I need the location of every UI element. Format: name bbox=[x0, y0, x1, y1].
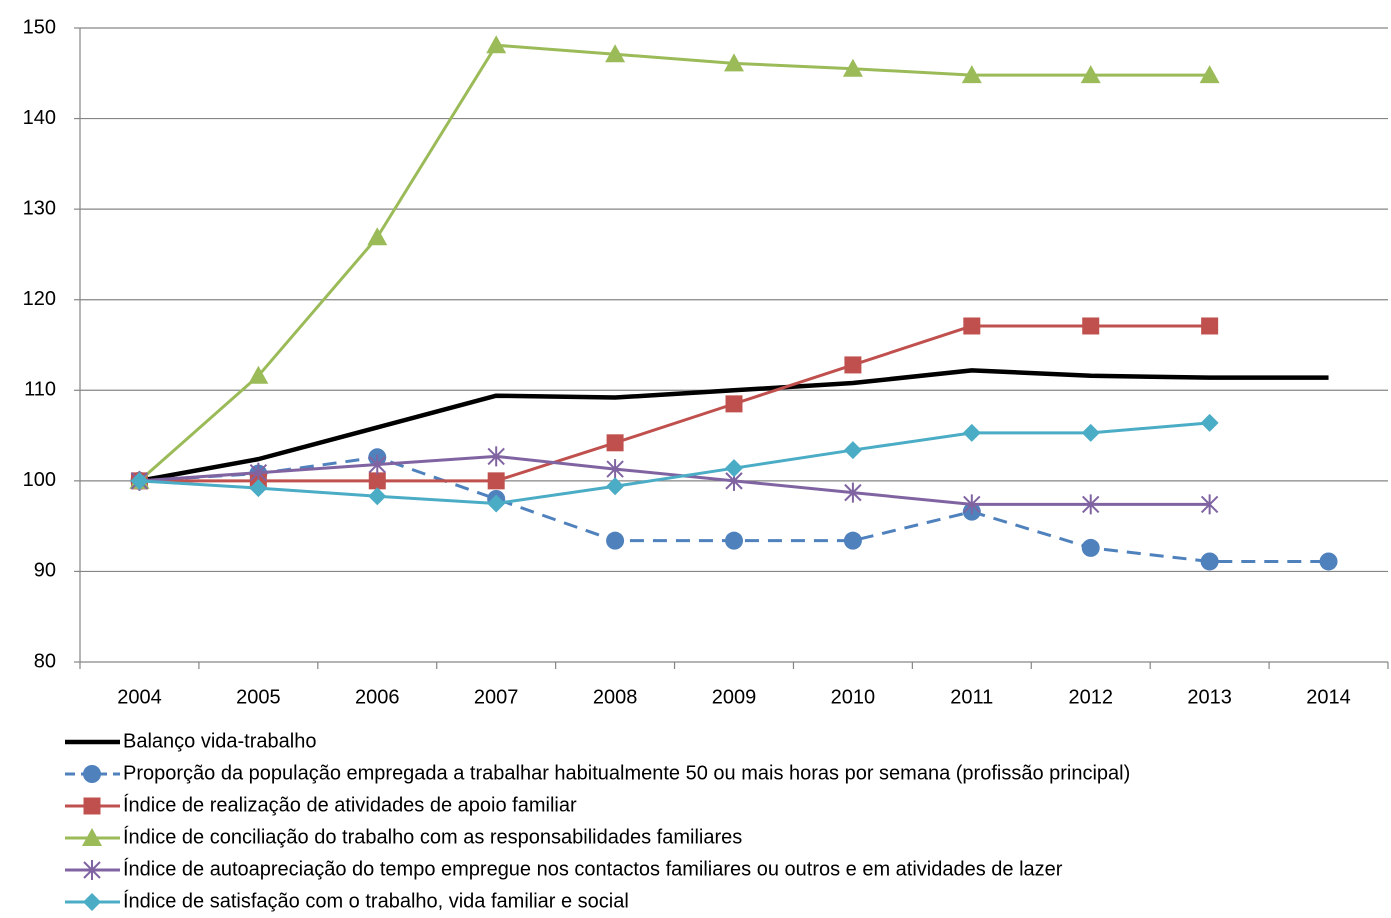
data-point bbox=[1082, 317, 1100, 335]
y-tick-label: 130 bbox=[23, 197, 56, 219]
y-tick-label: 110 bbox=[24, 379, 56, 401]
data-point bbox=[725, 531, 743, 550]
x-tick-label: 2004 bbox=[117, 686, 162, 708]
data-point bbox=[606, 531, 625, 550]
x-tick-label: 2009 bbox=[712, 686, 757, 708]
legend-marker bbox=[83, 893, 101, 911]
x-tick-label: 2008 bbox=[593, 686, 638, 708]
data-point bbox=[487, 446, 505, 467]
legend-marker bbox=[83, 765, 101, 783]
data-point bbox=[606, 434, 624, 452]
x-tick-label: 2014 bbox=[1306, 686, 1351, 708]
data-point bbox=[843, 441, 862, 460]
legend-label: Proporção da população empregada a traba… bbox=[123, 762, 1130, 784]
x-tick-label: 2006 bbox=[355, 686, 400, 708]
data-point bbox=[1200, 494, 1219, 515]
series-line bbox=[139, 368, 1329, 484]
legend-marker bbox=[83, 797, 101, 815]
data-point bbox=[961, 65, 982, 84]
data-point bbox=[1200, 413, 1219, 432]
legend-label: Índice de realização de atividades de ap… bbox=[123, 793, 577, 816]
data-point bbox=[963, 494, 981, 515]
data-point bbox=[487, 472, 505, 490]
data-point bbox=[605, 44, 626, 63]
legend-label: Balanço vida-trabalho bbox=[123, 730, 316, 752]
x-tick-label: 2012 bbox=[1068, 686, 1113, 708]
y-tick-label: 140 bbox=[23, 107, 56, 129]
data-point bbox=[724, 53, 744, 72]
legend-marker bbox=[82, 828, 102, 846]
data-point bbox=[1199, 65, 1220, 84]
y-tick-label: 150 bbox=[23, 16, 56, 38]
y-tick-label: 80 bbox=[34, 650, 56, 672]
data-point bbox=[130, 471, 149, 490]
data-point bbox=[486, 35, 507, 54]
data-point bbox=[1319, 552, 1338, 571]
data-point bbox=[1080, 65, 1101, 84]
data-point bbox=[606, 459, 624, 480]
data-point bbox=[248, 365, 269, 384]
data-point bbox=[1201, 317, 1219, 335]
x-tick-label: 2005 bbox=[236, 686, 281, 708]
data-point bbox=[368, 454, 386, 475]
series-line bbox=[139, 421, 1210, 505]
data-point bbox=[606, 477, 625, 496]
data-point bbox=[1082, 494, 1100, 515]
data-point bbox=[843, 531, 862, 550]
data-point bbox=[963, 317, 981, 335]
data-point bbox=[368, 487, 387, 506]
data-point bbox=[844, 356, 862, 374]
legend-label: Índice de satisfação com o trabalho, vid… bbox=[123, 889, 629, 912]
series-line bbox=[139, 454, 1210, 506]
data-point bbox=[1200, 552, 1219, 571]
x-tick-label: 2011 bbox=[950, 686, 993, 708]
data-point bbox=[367, 227, 388, 246]
data-point bbox=[844, 482, 862, 503]
y-tick-label: 90 bbox=[34, 560, 56, 582]
data-point bbox=[249, 479, 268, 498]
y-tick-label: 100 bbox=[23, 469, 56, 491]
data-point bbox=[725, 459, 743, 478]
legend-marker bbox=[83, 860, 101, 880]
series-line bbox=[138, 43, 1210, 482]
legend-label: Índice de conciliação do trabalho com as… bbox=[123, 825, 742, 848]
data-point bbox=[842, 58, 863, 77]
x-tick-label: 2007 bbox=[474, 686, 519, 708]
data-point bbox=[1081, 423, 1100, 442]
x-tick-label: 2013 bbox=[1187, 686, 1232, 708]
data-point bbox=[487, 494, 506, 513]
series-line bbox=[139, 324, 1210, 483]
data-point bbox=[1081, 538, 1100, 557]
y-tick-label: 120 bbox=[23, 288, 56, 310]
legend-label: Índice de autoapreciação do tempo empreg… bbox=[123, 857, 1063, 880]
x-tick-label: 2010 bbox=[831, 686, 876, 708]
data-point bbox=[725, 395, 743, 413]
data-point bbox=[368, 472, 386, 490]
data-point bbox=[962, 423, 981, 442]
